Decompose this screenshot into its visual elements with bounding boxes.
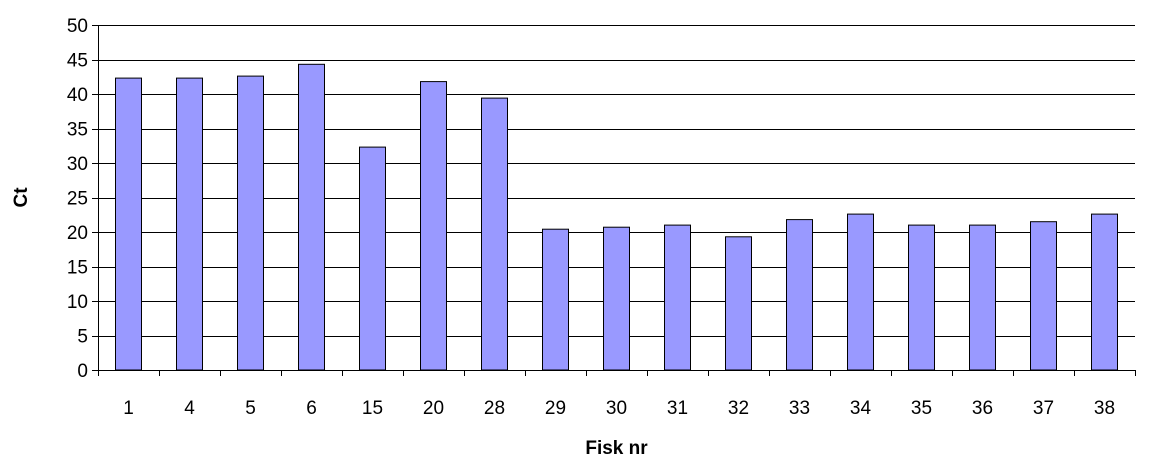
y-tick-label: 5: [77, 327, 88, 348]
y-axis-title: Ct: [11, 187, 32, 208]
y-tick-label: 10: [67, 292, 88, 313]
y-tick-label: 40: [67, 85, 88, 106]
bar-36: [969, 224, 996, 371]
bars: [115, 63, 1118, 371]
bar-38: [1091, 213, 1118, 371]
x-tick-labels: 1 4 5 6 15 20 28 29 30 31 32 33 34 35 36 37 38: [123, 398, 1115, 419]
axes: [92, 25, 1136, 376]
x-tick-label: 28: [484, 398, 505, 419]
bar-5: [237, 75, 264, 371]
x-tick-label: 4: [184, 398, 195, 419]
bar-32: [725, 236, 752, 371]
x-axis-title: Fisk nr: [585, 438, 648, 459]
x-tick-label: 31: [667, 398, 688, 419]
x-tick-label: 37: [1033, 398, 1054, 419]
y-tick-label: 15: [67, 258, 88, 279]
x-tick-label: 15: [362, 398, 383, 419]
y-tick-label: 25: [67, 189, 88, 210]
bar-20: [420, 81, 447, 371]
x-tick-label: 33: [789, 398, 810, 419]
bar-33: [786, 219, 813, 371]
bar-15: [359, 146, 386, 371]
x-tick-label: 1: [123, 398, 134, 419]
x-tick-label: 34: [850, 398, 872, 419]
bar-35: [908, 224, 935, 371]
y-tick-labels: 0 5 10 15 20 25 30 35 40 45 50: [67, 16, 88, 382]
bar-34: [847, 213, 874, 371]
bar-1: [115, 77, 142, 371]
x-tick-label: 6: [306, 398, 317, 419]
x-tick-label: 36: [972, 398, 993, 419]
bar-31: [664, 224, 691, 371]
y-tick-label: 35: [67, 120, 88, 141]
y-tick-label: 20: [67, 223, 88, 244]
x-tick-label: 32: [728, 398, 749, 419]
x-tick-label: 5: [245, 398, 256, 419]
y-tick-label: 45: [67, 51, 88, 72]
bar-30: [603, 226, 630, 371]
x-tick-label: 29: [545, 398, 566, 419]
y-tick-label: 0: [77, 361, 88, 382]
bar-29: [542, 228, 569, 371]
x-tick-label: 38: [1094, 398, 1115, 419]
bar-4: [176, 77, 203, 371]
x-tick-label: 20: [423, 398, 444, 419]
bar-28: [481, 97, 508, 371]
x-tick-label: 30: [606, 398, 627, 419]
bar-6: [298, 63, 325, 371]
bar-37: [1030, 221, 1057, 371]
y-tick-label: 50: [67, 16, 88, 37]
gridlines: [98, 25, 1135, 337]
y-tick-label: 30: [67, 154, 88, 175]
x-tick-label: 35: [911, 398, 932, 419]
